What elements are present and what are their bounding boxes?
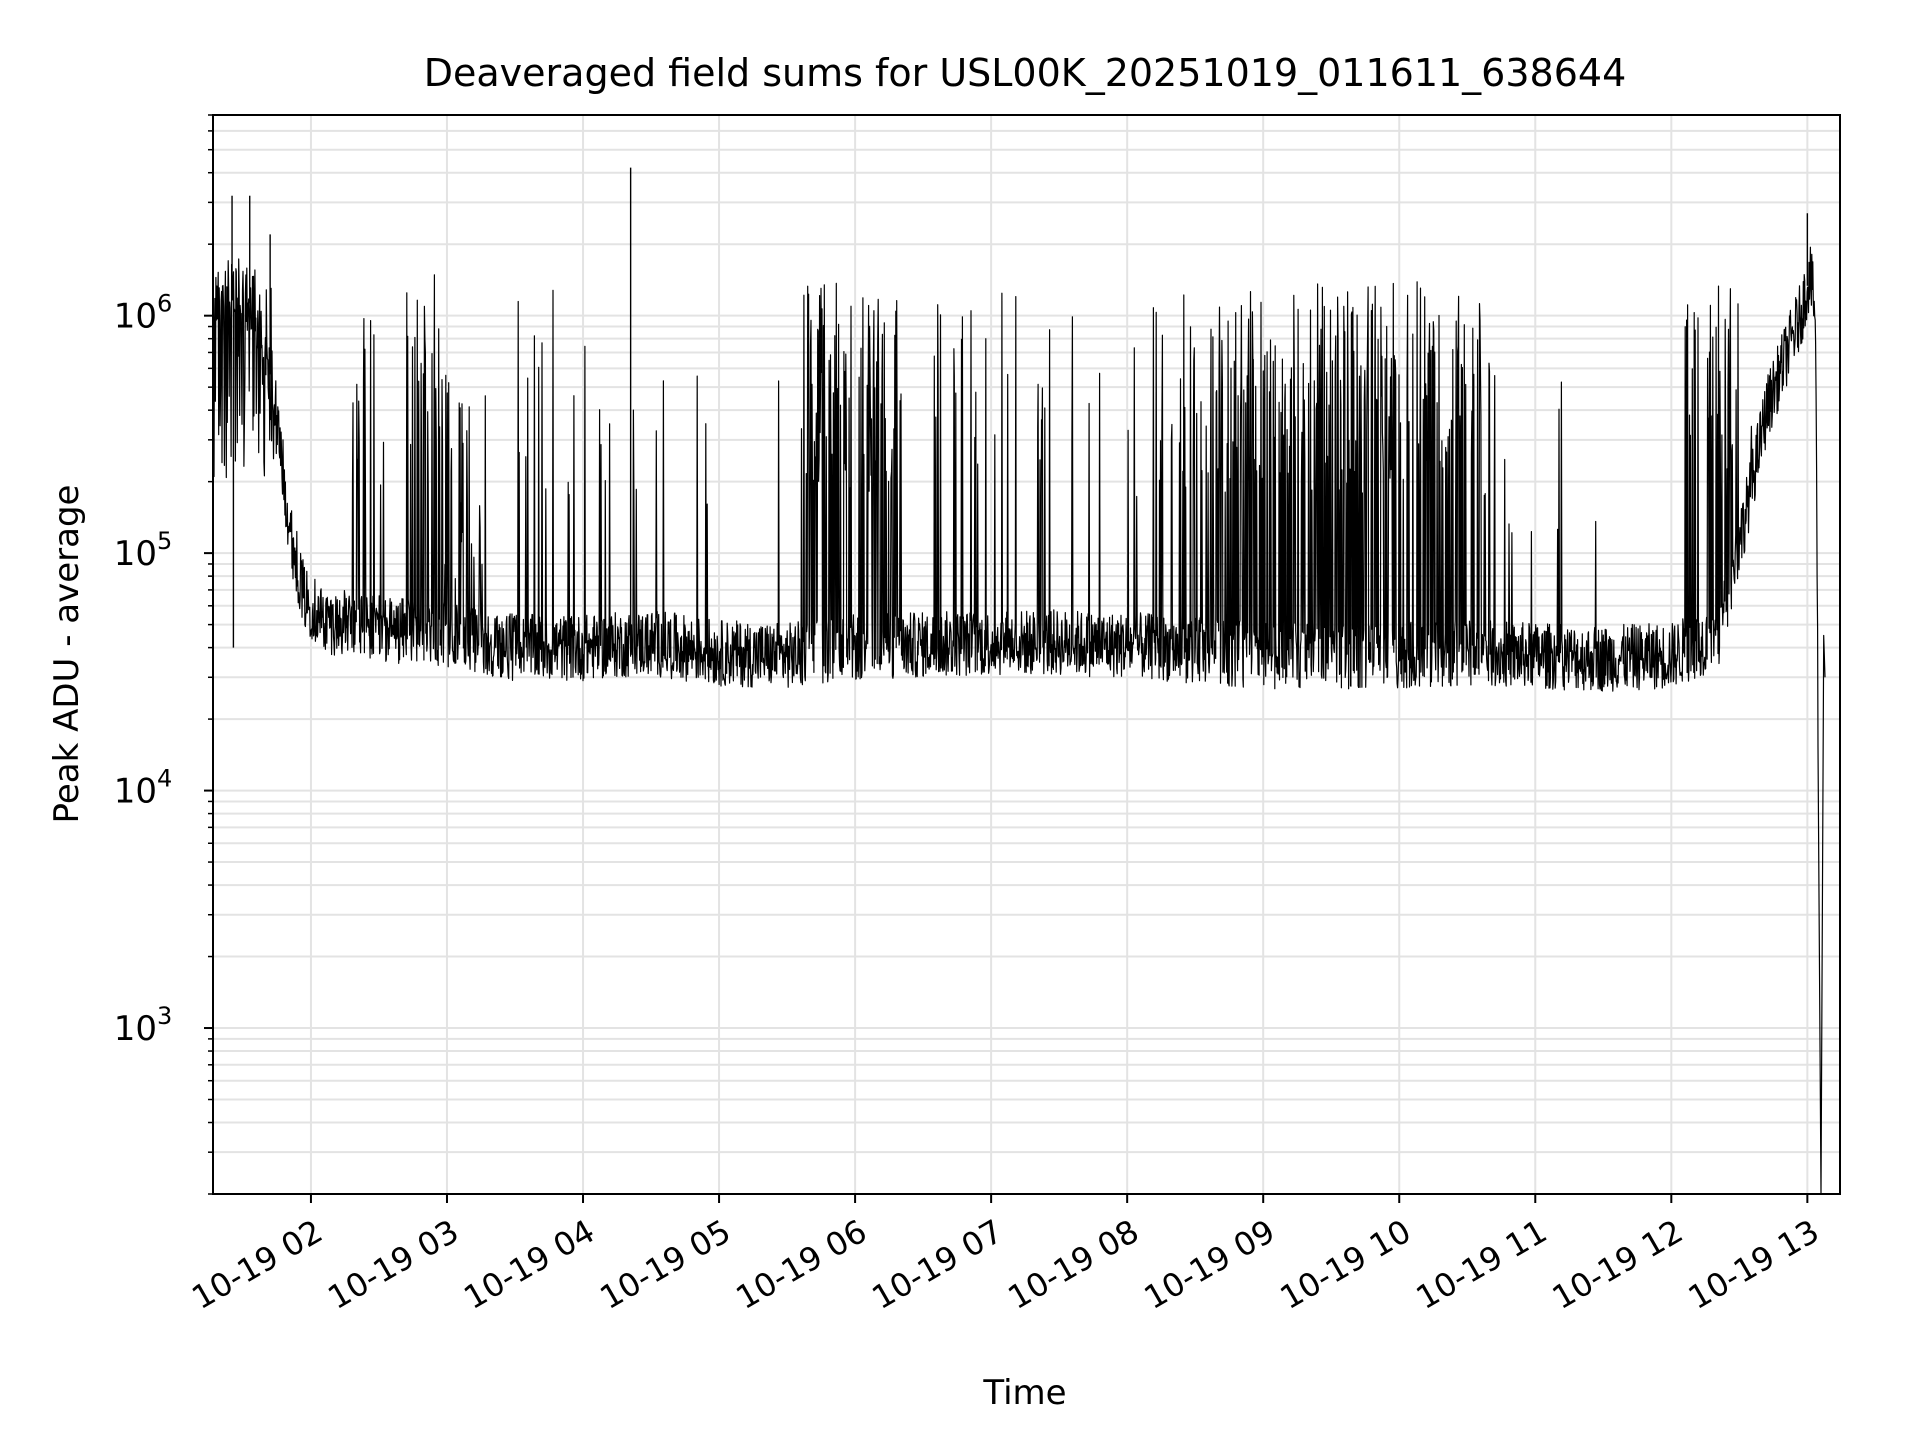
y-tick-label: 10 xyxy=(114,1009,157,1049)
y-tick-label-exponent: 4 xyxy=(157,765,172,793)
series-layer xyxy=(212,167,1826,1195)
y-axis-label: Peak ADU - average xyxy=(47,485,87,824)
y-tick-label-exponent: 5 xyxy=(157,527,172,555)
y-tick-label: 10 xyxy=(114,772,157,812)
y-tick-label: 10 xyxy=(114,534,157,574)
grid-lines xyxy=(213,114,1840,1195)
y-tick-label: 10 xyxy=(114,297,157,337)
chart-title: Deaveraged field sums for USL00K_2025101… xyxy=(424,51,1627,95)
series-line xyxy=(212,246,1826,1195)
y-tick-label-exponent: 6 xyxy=(157,290,172,318)
x-axis-label: Time xyxy=(982,1373,1066,1413)
y-tick-label-exponent: 3 xyxy=(157,1002,172,1030)
plot-frame xyxy=(212,114,1841,1195)
